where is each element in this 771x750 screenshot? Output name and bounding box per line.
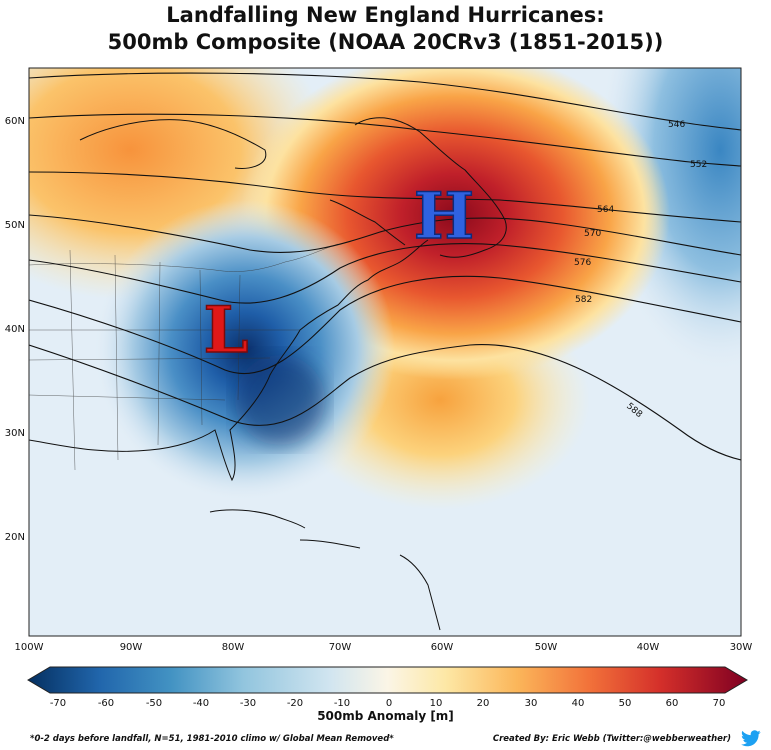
colorbar-tick: -20 (287, 698, 303, 709)
lat-label-30n: 30N (5, 428, 25, 439)
low-pressure-symbol: L (204, 293, 249, 368)
lat-label-60n: 60N (5, 116, 25, 127)
colorbar-tick: -30 (240, 698, 256, 709)
lon-label-70w: 70W (329, 642, 352, 653)
lon-label-60w: 60W (431, 642, 454, 653)
twitter-bird-icon (741, 730, 761, 747)
colorbar-title: 500mb Anomaly [m] (317, 709, 454, 723)
colorbar-ticks: -70 -60 -50 -40 -30 -20 -10 0 10 20 30 4… (50, 698, 726, 709)
contour-label-582: 582 (575, 295, 592, 305)
lat-label-40n: 40N (5, 324, 25, 335)
colorbar-tick: 30 (525, 698, 538, 709)
contour-label-576: 576 (574, 258, 591, 268)
colorbar-tick: 50 (619, 698, 632, 709)
coastlines (29, 117, 507, 631)
latitude-labels: 60N 50N 40N 30N 20N (5, 116, 25, 543)
colorbar-tick: 40 (572, 698, 585, 709)
lon-label-50w: 50W (535, 642, 558, 653)
lon-label-100w: 100W (15, 642, 44, 653)
high-pressure-symbol: H (414, 179, 474, 254)
colorbar-tick: 0 (386, 698, 392, 709)
colorbar-tick: -40 (193, 698, 209, 709)
title-line-1: Landfalling New England Hurricanes: (166, 3, 605, 27)
footer-note: *0-2 days before landfall, N=51, 1981-20… (30, 734, 394, 744)
colorbar-tick: -10 (334, 698, 350, 709)
colorbar-tick: 60 (666, 698, 679, 709)
lon-label-40w: 40W (637, 642, 660, 653)
map-title: Landfalling New England Hurricanes: 500m… (0, 2, 771, 56)
colorbar: -70 -60 -50 -40 -30 -20 -10 0 10 20 30 4… (27, 666, 748, 709)
lat-label-20n: 20N (5, 532, 25, 543)
colorbar-tick: 10 (430, 698, 443, 709)
map-frame (28, 67, 742, 637)
longitude-labels: 100W 90W 80W 70W 60W 50W 40W 30W (15, 642, 753, 653)
colorbar-tick: 20 (477, 698, 490, 709)
lon-label-80w: 80W (222, 642, 245, 653)
lon-label-30w: 30W (730, 642, 753, 653)
political-borders (29, 243, 339, 471)
colorbar-tick: -70 (50, 698, 66, 709)
contour-label-570: 570 (584, 229, 601, 239)
contour-label-552: 552 (690, 160, 707, 170)
contour-label-564: 564 (597, 205, 614, 215)
colorbar-bar (27, 666, 748, 694)
colorbar-tick: -60 (98, 698, 114, 709)
lat-label-50n: 50N (5, 220, 25, 231)
lon-label-90w: 90W (120, 642, 143, 653)
colorbar-tick: 70 (713, 698, 726, 709)
anomaly-shading (29, 68, 741, 636)
footer-credit: Created By: Eric Webb (Twitter:@webberwe… (492, 734, 731, 744)
contour-label-546: 546 (668, 120, 685, 130)
height-contours (29, 72, 741, 461)
title-line-2: 500mb Composite (NOAA 20CRv3 (1851-2015)… (107, 30, 664, 54)
colorbar-tick: -50 (146, 698, 162, 709)
